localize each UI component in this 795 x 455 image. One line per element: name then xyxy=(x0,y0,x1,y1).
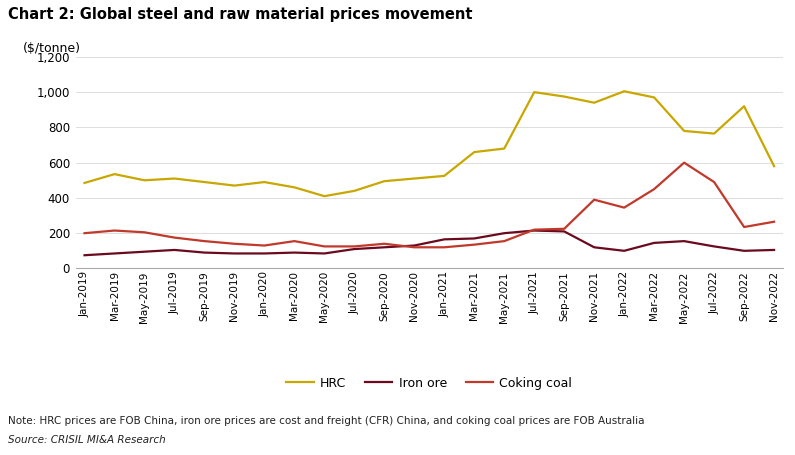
HRC xyxy=(289,185,299,190)
HRC xyxy=(320,193,329,199)
Coking coal xyxy=(169,235,179,240)
Iron ore xyxy=(560,229,569,234)
Line: HRC: HRC xyxy=(84,91,774,196)
HRC xyxy=(470,149,479,155)
Coking coal xyxy=(589,197,599,202)
Coking coal xyxy=(709,179,719,185)
Iron ore xyxy=(409,243,419,248)
Coking coal xyxy=(200,238,209,244)
Text: ($/tonne): ($/tonne) xyxy=(22,42,80,55)
HRC xyxy=(140,177,149,183)
Legend: HRC, Iron ore, Coking coal: HRC, Iron ore, Coking coal xyxy=(281,372,577,395)
Iron ore xyxy=(169,247,179,253)
Coking coal xyxy=(499,238,509,244)
HRC xyxy=(709,131,719,136)
HRC xyxy=(770,163,779,169)
HRC xyxy=(230,183,239,188)
HRC xyxy=(499,146,509,151)
Coking coal xyxy=(80,230,89,236)
Iron ore xyxy=(739,248,749,253)
HRC xyxy=(739,103,749,109)
Coking coal xyxy=(680,160,689,166)
Iron ore xyxy=(80,253,89,258)
Iron ore xyxy=(529,228,539,233)
Text: Note: HRC prices are FOB China, iron ore prices are cost and freight (CFR) China: Note: HRC prices are FOB China, iron ore… xyxy=(8,416,645,426)
Iron ore xyxy=(650,240,659,246)
Coking coal xyxy=(350,244,359,249)
Iron ore xyxy=(680,238,689,244)
Iron ore xyxy=(619,248,629,253)
Line: Iron ore: Iron ore xyxy=(84,231,774,255)
Iron ore xyxy=(709,244,719,249)
Iron ore xyxy=(110,251,119,256)
HRC xyxy=(560,94,569,99)
Coking coal xyxy=(320,244,329,249)
HRC xyxy=(680,128,689,134)
Iron ore xyxy=(200,250,209,255)
Coking coal xyxy=(619,205,629,210)
HRC xyxy=(619,89,629,94)
HRC xyxy=(260,179,270,185)
HRC xyxy=(650,95,659,100)
Iron ore xyxy=(470,236,479,241)
HRC xyxy=(80,180,89,186)
HRC xyxy=(169,176,179,181)
Iron ore xyxy=(320,251,329,256)
Coking coal xyxy=(650,187,659,192)
HRC xyxy=(409,176,419,181)
Iron ore xyxy=(260,251,270,256)
HRC xyxy=(529,89,539,95)
Coking coal xyxy=(470,242,479,248)
Iron ore xyxy=(140,249,149,254)
HRC xyxy=(589,100,599,106)
Coking coal xyxy=(110,228,119,233)
Coking coal xyxy=(379,241,389,247)
Iron ore xyxy=(230,251,239,256)
HRC xyxy=(440,173,449,179)
Coking coal xyxy=(770,219,779,224)
Coking coal xyxy=(140,230,149,235)
HRC xyxy=(350,188,359,194)
Iron ore xyxy=(289,250,299,255)
Iron ore xyxy=(499,230,509,236)
Coking coal xyxy=(529,227,539,233)
Text: Chart 2: Global steel and raw material prices movement: Chart 2: Global steel and raw material p… xyxy=(8,7,472,22)
Iron ore xyxy=(350,246,359,252)
Iron ore xyxy=(379,245,389,250)
Coking coal xyxy=(230,241,239,247)
Coking coal xyxy=(409,245,419,250)
Iron ore xyxy=(440,237,449,242)
Coking coal xyxy=(739,224,749,230)
HRC xyxy=(110,172,119,177)
Line: Coking coal: Coking coal xyxy=(84,163,774,248)
HRC xyxy=(379,178,389,184)
Iron ore xyxy=(770,247,779,253)
Coking coal xyxy=(440,245,449,250)
Coking coal xyxy=(289,238,299,244)
Iron ore xyxy=(589,245,599,250)
Coking coal xyxy=(560,226,569,232)
Coking coal xyxy=(260,243,270,248)
Text: Source: CRISIL MI&A Research: Source: CRISIL MI&A Research xyxy=(8,435,165,445)
HRC xyxy=(200,179,209,185)
